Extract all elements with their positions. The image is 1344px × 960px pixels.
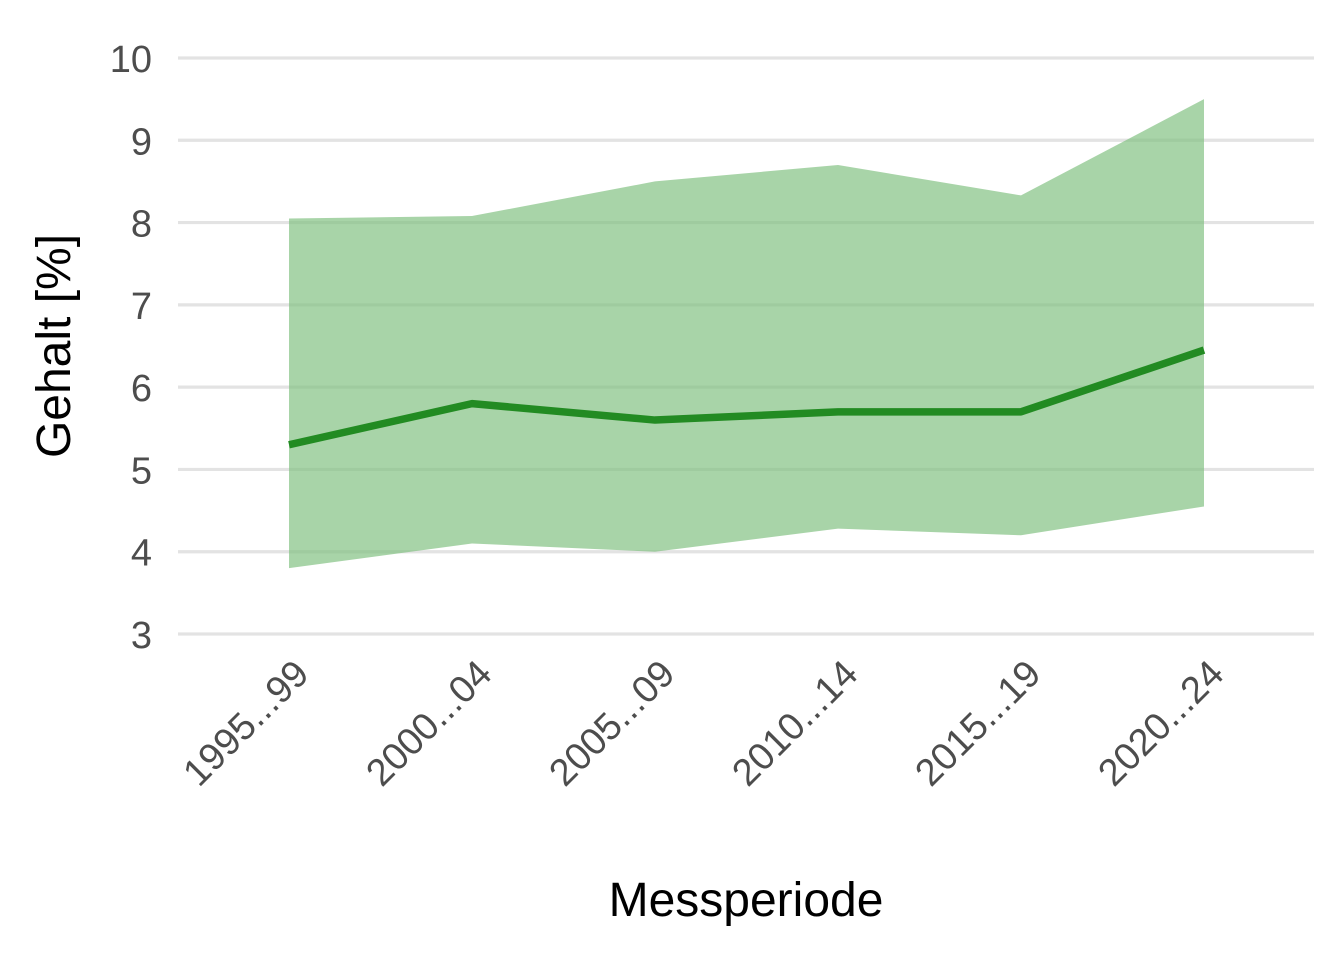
x-tick-label: 2000...04 [359,653,501,795]
range-band [289,99,1204,569]
y-tick-labels: 3 4 5 6 7 8 9 10 [110,39,152,657]
line-layer [288,346,1206,449]
x-tick-label: 2005...09 [542,653,684,795]
x-tick-labels: 1995...99 2000...04 2005...09 2010...14 2015… [176,653,1233,795]
x-tick-label: 2010...14 [725,653,867,795]
x-tick-label: 2020...24 [1091,653,1233,795]
y-tick-label: 3 [131,615,152,657]
series-line [288,346,1206,449]
x-axis-title: Messperiode [609,874,884,927]
y-tick-label: 4 [131,533,152,575]
y-tick-label: 9 [131,121,152,163]
x-tick-label: 2015...19 [908,653,1050,795]
y-tick-label: 5 [131,450,152,492]
y-tick-label: 10 [110,39,152,81]
y-tick-label: 6 [131,368,152,410]
y-tick-label: 8 [131,204,152,246]
y-axis-title: Gehalt [%] [28,234,81,458]
y-tick-label: 7 [131,286,152,328]
band-layer [289,99,1204,569]
x-tick-label: 1995...99 [176,653,318,795]
